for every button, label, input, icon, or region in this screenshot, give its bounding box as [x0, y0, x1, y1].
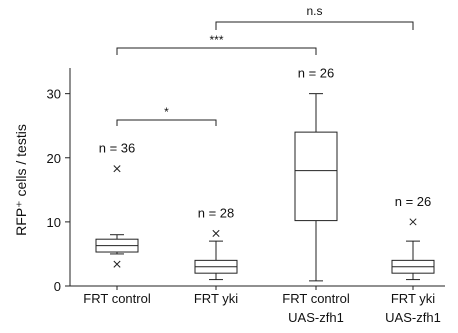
boxes: n = 36 n = 28 n = 26 n = 26	[95, 66, 435, 282]
box-2	[294, 131, 338, 222]
outlier-0-1	[113, 260, 121, 268]
y-ticks: 0 10 20 30	[47, 87, 70, 294]
bracket-line-2	[215, 21, 414, 30]
category-label-line-0: FRT control	[282, 291, 350, 306]
n-label-0: n = 36	[99, 141, 136, 156]
y-tick-label-30: 30	[47, 87, 61, 102]
significance-bracket-1: ***	[116, 33, 317, 55]
outlier-stroke-b	[113, 165, 121, 173]
significance-bracket-2: n.s	[215, 4, 414, 30]
significance-label-1: ***	[209, 33, 223, 47]
n-label-1: n = 28	[198, 205, 235, 220]
category-label-2: FRT control UAS-zfh1	[282, 291, 350, 325]
category-label-3: FRT yki UAS-zfh1	[385, 291, 441, 325]
axes	[69, 68, 445, 290]
outlier-stroke-b	[113, 260, 121, 268]
n-label-3: n = 26	[395, 194, 432, 209]
category-label-line-1: UAS-zfh1	[288, 310, 344, 325]
box-group-3: n = 26	[391, 194, 435, 281]
outlier-stroke-b	[409, 218, 417, 226]
bracket-line-0	[116, 119, 217, 126]
y-tick-label-20: 20	[47, 151, 61, 166]
box-group-1: n = 28	[194, 205, 238, 281]
outlier-0-0	[113, 165, 121, 173]
category-label-line-0: FRT control	[83, 291, 151, 306]
box-group-2: n = 26	[294, 66, 338, 282]
box-group-0: n = 36	[95, 141, 139, 268]
y-axis-label: RFP⁺ cells / testis	[13, 124, 29, 236]
outlier-3-0	[409, 218, 417, 226]
y-tick-label-10: 10	[47, 215, 61, 230]
bracket-line-1	[116, 47, 317, 55]
significance-label-2: n.s	[306, 4, 322, 18]
n-label-2: n = 26	[298, 66, 335, 81]
category-label-line-0: FRT yki	[391, 291, 435, 306]
outlier-stroke-b	[212, 229, 220, 237]
significance-label-0: *	[164, 105, 169, 119]
significance-bracket-0: *	[116, 105, 217, 126]
category-label-line-1: UAS-zfh1	[385, 310, 441, 325]
category-label-1: FRT yki	[194, 291, 238, 306]
category-label-line-0: FRT yki	[194, 291, 238, 306]
category-label-0: FRT control	[83, 291, 151, 306]
significance-brackets: ****n.s	[116, 4, 414, 126]
x-category-labels: FRT control FRT yki FRT controlUAS-zfh1FRT…	[83, 291, 441, 325]
y-tick-label-0: 0	[54, 279, 61, 294]
outlier-1-0	[212, 229, 220, 237]
